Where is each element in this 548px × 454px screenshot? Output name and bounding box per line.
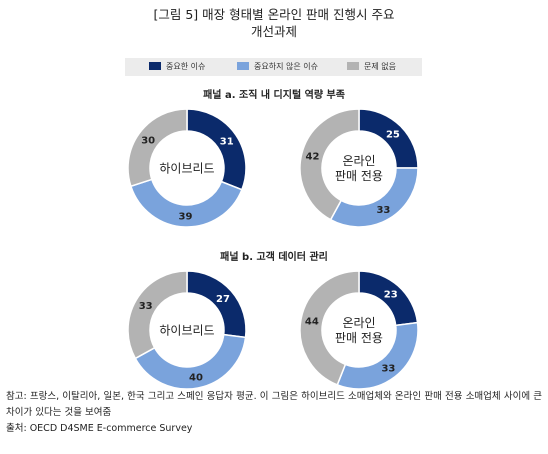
footer-note: 참고: 프랑스, 이탈리아, 일본, 한국 그리고 스페인 응답자 평균. 이 …	[6, 391, 542, 418]
donut-center-label: 온라인	[342, 316, 375, 330]
footer-source: 출처: OECD D4SME E-commerce Survey	[6, 423, 193, 434]
donut-value-label: 33	[139, 301, 153, 312]
donut-chart-3: 27 40 33 하이브리드	[127, 270, 247, 390]
panel-a-title: 패널 a. 조직 내 디지털 역량 부족	[203, 90, 345, 101]
legend-item-not-important: 중요하지 않은 이슈	[237, 61, 318, 73]
figure-title-line1: [그림 5] 매장 형태별 온라인 판매 진행시 주요	[153, 7, 395, 22]
donut-value-label: 23	[384, 289, 398, 300]
figure-title-line2: 개선과제	[250, 24, 297, 39]
donut-segment	[127, 270, 188, 360]
chart-legend: 중요한 이슈 중요하지 않은 이슈 문제 없음	[125, 58, 422, 76]
donut-value-label: 42	[306, 152, 320, 163]
donut-center-label: 온라인	[342, 154, 375, 168]
donut-center-label: 판매 전용	[335, 169, 383, 183]
donut-value-label: 40	[189, 373, 203, 384]
legend-swatch-not-important	[237, 61, 249, 70]
legend-swatch-important	[149, 61, 161, 70]
legend-item-no-problem: 문제 없음	[347, 61, 396, 73]
legend-label-not-important: 중요하지 않은 이슈	[254, 62, 318, 71]
donut-value-label: 27	[216, 294, 230, 305]
donut-value-label: 25	[386, 130, 400, 141]
donut-value-label: 30	[141, 135, 155, 146]
donut-center-label: 하이브리드	[159, 324, 214, 338]
legend-swatch-no-problem	[347, 61, 359, 70]
donut-value-label: 33	[381, 363, 395, 374]
panel-b-title: 패널 b. 고객 데이터 관리	[220, 252, 328, 263]
donut-segment	[186, 108, 247, 191]
legend-item-important: 중요한 이슈	[149, 61, 205, 73]
donut-value-label: 33	[376, 205, 390, 216]
donut-segment	[127, 108, 188, 188]
donut-value-label: 44	[305, 317, 319, 328]
legend-label-important: 중요한 이슈	[166, 62, 206, 71]
figure-footer: 참고: 프랑스, 이탈리아, 일본, 한국 그리고 스페인 응답자 평균. 이 …	[6, 389, 542, 437]
donut-value-label: 31	[220, 137, 234, 148]
donut-segment	[134, 333, 247, 390]
donut-segment	[299, 108, 360, 221]
donut-value-label: 39	[179, 211, 193, 222]
legend-label-no-problem: 문제 없음	[364, 62, 396, 71]
donut-center-label: 하이브리드	[159, 162, 214, 176]
donut-segment	[129, 178, 243, 228]
donut-chart-1: 31 39 30 하이브리드	[127, 108, 247, 228]
donut-center-label: 판매 전용	[335, 331, 383, 345]
figure-title: [그림 5] 매장 형태별 온라인 판매 진행시 주요 개선과제	[0, 6, 548, 40]
donut-segment	[299, 270, 360, 386]
